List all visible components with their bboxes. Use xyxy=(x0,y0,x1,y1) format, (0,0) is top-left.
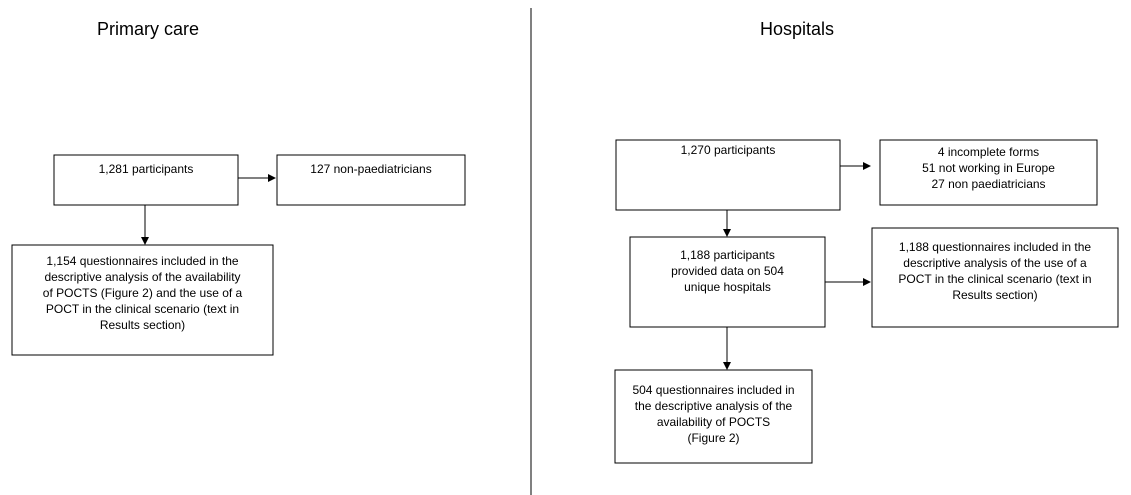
box-text: unique hospitals xyxy=(684,280,771,294)
box-text: descriptive analysis of the availability xyxy=(44,270,240,284)
box-text: descriptive analysis of the use of a xyxy=(903,256,1087,270)
heading: Hospitals xyxy=(760,19,834,39)
box-text: 1,188 questionnaires included in the xyxy=(899,240,1091,254)
box-text: the descriptive analysis of the xyxy=(635,399,793,413)
box-text: 1,270 participants xyxy=(681,143,776,157)
box-text: 51 not working in Europe xyxy=(922,161,1055,175)
box xyxy=(615,139,841,211)
heading: Primary care xyxy=(97,19,199,39)
box xyxy=(871,227,1119,328)
box xyxy=(276,154,466,206)
box-text: provided data on 504 xyxy=(671,264,784,278)
box xyxy=(879,139,1098,206)
box-text: POCT in the clinical scenario (text in xyxy=(898,272,1091,286)
box-text: POCT in the clinical scenario (text in xyxy=(46,302,239,316)
box xyxy=(53,154,239,206)
box-text: of POCTS (Figure 2) and the use of a xyxy=(43,286,243,300)
box-text: 127 non-paediatricians xyxy=(310,162,431,176)
box xyxy=(629,236,826,328)
box-text: availability of POCTS xyxy=(657,415,770,429)
box-text: Results section) xyxy=(100,318,185,332)
box-text: 1,281 participants xyxy=(99,162,194,176)
box-text: 504 questionnaires included in xyxy=(632,383,794,397)
box-text: 27 non paediatricians xyxy=(931,177,1045,191)
box-text: (Figure 2) xyxy=(687,431,739,445)
box xyxy=(11,244,274,356)
box-text: 1,154 questionnaires included in the xyxy=(46,254,238,268)
box-text: Results section) xyxy=(952,288,1037,302)
box-text: 1,188 participants xyxy=(680,248,775,262)
box xyxy=(614,369,813,464)
box-text: 4 incomplete forms xyxy=(938,145,1039,159)
